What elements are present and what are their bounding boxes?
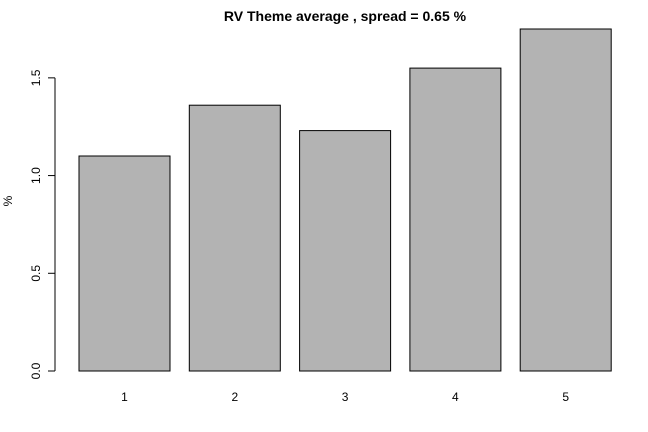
x-tick-labels: 1 2 3 4 5 <box>121 390 569 404</box>
y-tick-label: 1.0 <box>29 167 43 184</box>
bars-group <box>78 28 612 372</box>
x-tick-label: 5 <box>562 390 569 404</box>
y-tick-label: 0.0 <box>29 362 43 379</box>
x-tick-label: 1 <box>121 390 128 404</box>
x-tick-label: 4 <box>452 390 459 404</box>
bar-5 <box>519 28 612 372</box>
x-tick-label: 3 <box>342 390 349 404</box>
y-axis-label: % <box>1 195 15 206</box>
y-tick-label: 0.5 <box>29 265 43 282</box>
y-axis: 0.0 0.5 1.0 1.5 <box>29 69 56 379</box>
bar-3 <box>299 130 392 372</box>
bar-1 <box>78 155 171 372</box>
y-tick-label: 1.5 <box>29 69 43 86</box>
chart-title: RV Theme average , spread = 0.65 % <box>224 8 467 24</box>
x-tick-label: 2 <box>231 390 238 404</box>
bar-2 <box>188 104 281 372</box>
bar-4 <box>409 67 502 372</box>
